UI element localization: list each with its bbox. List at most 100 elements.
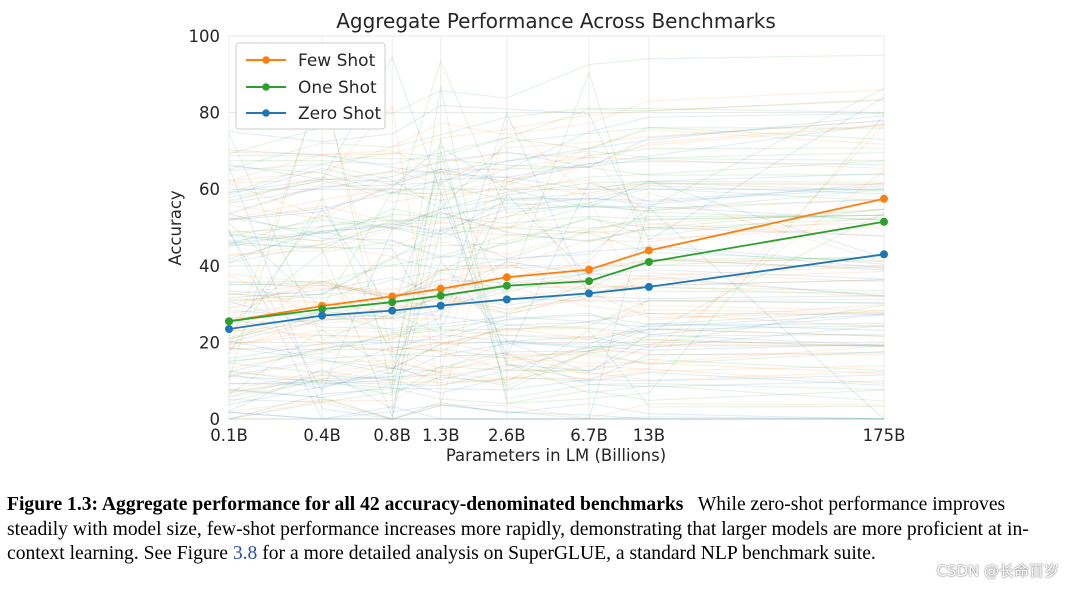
- benchmark-line: [228, 271, 885, 381]
- data-point: [502, 273, 511, 282]
- benchmark-line: [228, 358, 885, 396]
- benchmark-line: [228, 181, 885, 249]
- benchmark-line: [228, 389, 885, 420]
- benchmark-line: [228, 214, 885, 247]
- benchmark-line: [228, 213, 885, 269]
- benchmark-line: [228, 197, 885, 412]
- benchmark-line: [228, 96, 885, 241]
- legend: Few Shot One Shot Zero Shot: [235, 42, 386, 130]
- benchmark-line: [228, 128, 885, 220]
- benchmark-line: [228, 196, 885, 359]
- benchmark-line: [228, 185, 885, 260]
- x-tick-label: 0.1B: [210, 426, 248, 445]
- legend-label-zero-shot: Zero Shot: [298, 104, 381, 124]
- benchmark-line: [228, 151, 885, 237]
- benchmark-line: [228, 328, 885, 397]
- benchmark-line: [228, 309, 885, 331]
- y-tick-label: 40: [199, 257, 220, 276]
- benchmark-line: [228, 257, 885, 341]
- benchmark-line: [228, 59, 885, 264]
- benchmark-line: [228, 333, 885, 376]
- benchmark-line: [228, 345, 885, 389]
- benchmark-line: [228, 123, 885, 221]
- y-axis-label: Accuracy: [166, 190, 185, 266]
- legend-label-one-shot: One Shot: [298, 78, 377, 98]
- benchmark-line: [228, 272, 885, 300]
- benchmark-line: [228, 155, 885, 176]
- benchmark-line: [228, 282, 885, 328]
- data-point: [436, 301, 445, 310]
- caption-bold-title: Figure 1.3: Aggregate performance for al…: [7, 494, 684, 515]
- benchmark-line: [228, 364, 885, 385]
- data-point: [436, 284, 445, 293]
- benchmark-line: [228, 258, 885, 343]
- benchmark-line: [228, 323, 885, 351]
- benchmark-line: [228, 225, 885, 258]
- benchmark-line: [228, 193, 885, 330]
- benchmark-line: [228, 398, 885, 420]
- benchmark-line: [228, 279, 885, 318]
- benchmark-line: [228, 149, 885, 259]
- data-point: [502, 295, 511, 304]
- series-lines: [225, 194, 888, 333]
- data-point: [388, 306, 397, 315]
- data-point: [388, 292, 397, 301]
- chart-title: Aggregate Performance Across Benchmarks: [336, 9, 776, 33]
- benchmark-line: [228, 111, 885, 360]
- benchmark-line: [228, 160, 885, 237]
- benchmark-line: [228, 126, 885, 165]
- benchmark-line: [228, 359, 885, 385]
- data-point: [225, 317, 233, 326]
- series-line: [228, 197, 885, 323]
- benchmark-line: [228, 198, 885, 296]
- y-tick-label: 20: [199, 333, 220, 352]
- benchmark-line: [228, 304, 885, 395]
- legend-entry-few-shot: Few Shot: [246, 51, 376, 71]
- figure-reference-link[interactable]: 3.8: [232, 543, 258, 564]
- benchmark-line: [228, 338, 885, 403]
- benchmark-line: [228, 219, 885, 262]
- legend-entry-zero-shot: Zero Shot: [246, 104, 381, 124]
- y-tick-label: 80: [199, 104, 220, 123]
- benchmark-line: [228, 340, 885, 388]
- benchmark-line: [228, 70, 885, 300]
- grid: [228, 35, 885, 420]
- benchmark-line: [228, 160, 885, 196]
- data-point: [318, 311, 327, 320]
- benchmark-line: [228, 299, 885, 370]
- benchmark-line: [228, 404, 884, 420]
- benchmark-line: [228, 166, 884, 420]
- series-one-shot: [225, 217, 888, 326]
- benchmark-line: [228, 244, 885, 299]
- benchmark-line: [228, 119, 885, 204]
- data-point: [880, 250, 888, 259]
- legend-box: [235, 42, 386, 130]
- benchmark-line: [228, 261, 885, 345]
- data-point: [225, 324, 233, 333]
- benchmark-line: [228, 343, 885, 387]
- benchmark-line: [228, 192, 885, 309]
- benchmark-line: [228, 175, 885, 211]
- x-tick-label: 0.4B: [303, 426, 341, 445]
- x-axis-ticks: 0.1B 0.4B 0.8B 1.3B 2.6B 6.7B 13B 175B: [210, 426, 905, 445]
- x-tick-label: 13B: [633, 426, 665, 445]
- benchmark-line: [228, 328, 885, 352]
- data-point: [318, 305, 327, 314]
- benchmark-line: [228, 214, 885, 302]
- benchmark-line: [228, 123, 885, 220]
- benchmark-line: [228, 147, 885, 310]
- benchmark-line: [228, 208, 885, 299]
- series-zero-shot: [225, 250, 888, 333]
- benchmark-line: [228, 343, 885, 399]
- data-point: [584, 265, 593, 274]
- benchmark-line: [228, 87, 885, 242]
- benchmark-line: [228, 282, 885, 339]
- benchmark-line: [228, 98, 885, 182]
- benchmark-line: [228, 112, 885, 194]
- benchmark-line: [228, 279, 885, 306]
- caption-text-end: for a more detailed analysis on SuperGLU…: [262, 543, 876, 564]
- benchmark-line: [228, 299, 885, 363]
- benchmark-line: [228, 99, 885, 194]
- benchmark-line: [228, 213, 885, 235]
- data-point: [388, 298, 397, 307]
